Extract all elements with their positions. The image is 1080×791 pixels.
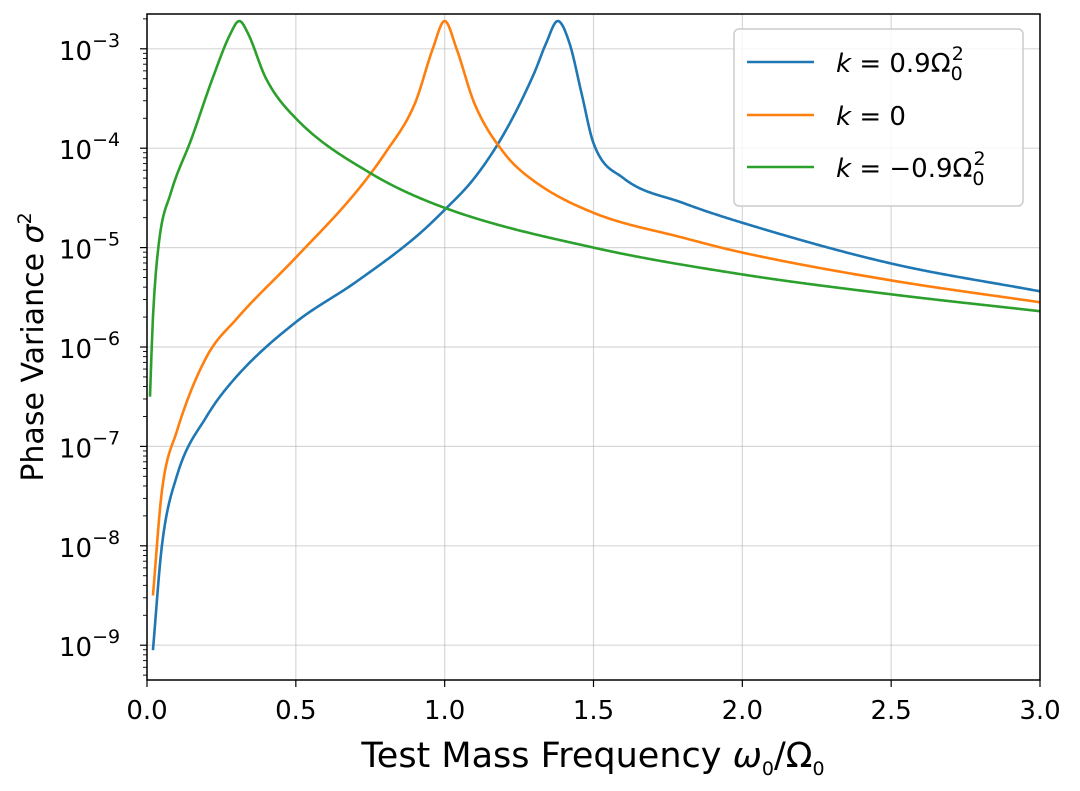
y-tick-label: 10−7 <box>59 427 120 464</box>
x-tick-label: 1.0 <box>424 696 465 726</box>
x-axis-label-slash: /Ω <box>774 736 813 776</box>
y-tick-label: 10−9 <box>59 626 120 663</box>
y-tick-label: 10−3 <box>59 30 120 67</box>
y-axis-label: Phase Variance σ2 <box>14 212 51 481</box>
y-tick-base: 10 <box>59 633 92 663</box>
y-tick-base: 10 <box>59 335 92 365</box>
legend: k = 0.9Ω02 k = 0 k = −0.9Ω02 <box>733 28 1024 207</box>
y-tick-base: 10 <box>59 534 92 564</box>
y-tick-exponent: −3 <box>92 30 120 52</box>
y-tick-exponent: −4 <box>92 129 120 151</box>
series-line-1 <box>151 19 1041 651</box>
grid <box>146 14 1041 680</box>
y-tick-exponent: −9 <box>92 626 120 648</box>
y-tick-label: 10−8 <box>59 527 120 564</box>
legend-label-1: k = 0.9Ω02 <box>836 43 964 85</box>
y-tick-base: 10 <box>59 136 92 166</box>
x-tick-label: 3.0 <box>1019 696 1060 726</box>
x-tick-label: 0.5 <box>275 696 316 726</box>
x-tick-label: 2.5 <box>870 696 911 726</box>
x-axis-label-sub2: 0 <box>813 758 825 780</box>
y-tick-label: 10−5 <box>59 229 120 266</box>
legend-label-3: k = −0.9Ω02 <box>836 148 986 190</box>
y-tick-exponent: −5 <box>92 229 120 251</box>
x-ticks: 0.0 0.5 1.0 1.5 2.0 2.5 3.0 <box>126 680 1061 726</box>
series-line-2 <box>151 19 1041 596</box>
x-axis-label: Test Mass Frequency ω0/Ω0 <box>360 736 824 780</box>
series-group <box>148 19 1041 651</box>
series-line-3 <box>148 19 1041 397</box>
legend-label-2: k = 0 <box>836 102 906 132</box>
y-axis-label-sup: 2 <box>14 212 36 224</box>
y-tick-base: 10 <box>59 434 92 464</box>
x-tick-label: 1.5 <box>573 696 614 726</box>
x-axis-label-math: ω <box>733 736 762 776</box>
y-tick-base: 10 <box>59 37 92 67</box>
x-tick-label: 2.0 <box>722 696 763 726</box>
y-tick-base: 10 <box>59 236 92 266</box>
legend-box <box>733 28 1024 207</box>
y-tick-label: 10−6 <box>59 328 120 365</box>
y-axis-label-text: Phase Variance <box>16 243 51 481</box>
x-axis-label-text: Test Mass Frequency <box>360 736 732 776</box>
x-axis-label-sub: 0 <box>762 758 774 780</box>
x-tick-label: 0.0 <box>126 696 167 726</box>
y-tick-exponent: −8 <box>92 527 120 549</box>
y-ticks: 10−910−810−710−610−510−410−3 <box>59 30 147 663</box>
y-tick-exponent: −6 <box>92 328 120 350</box>
y-axis-label-math: σ <box>16 223 51 243</box>
y-tick-exponent: −7 <box>92 427 120 449</box>
y-tick-label: 10−4 <box>59 129 120 166</box>
